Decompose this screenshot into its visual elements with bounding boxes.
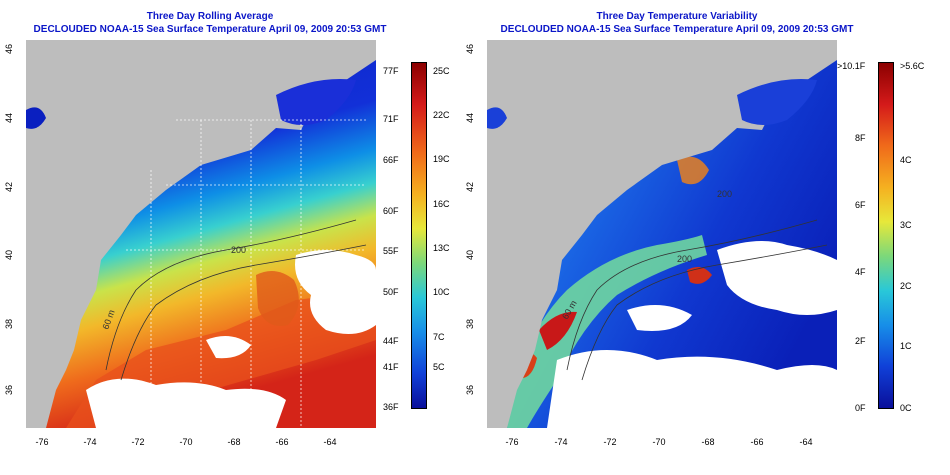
- colorbar-c-label: 5C: [433, 362, 445, 372]
- colorbar-f-label: 2F: [855, 336, 866, 346]
- x-tick: -68: [701, 437, 715, 447]
- sst-variability-panel: Three Day Temperature Variability DECLOU…: [465, 0, 950, 475]
- land-mass: [26, 40, 376, 428]
- x-tick: -66: [750, 437, 764, 447]
- lat-lon-grid: [126, 119, 366, 428]
- x-tick: -70: [179, 437, 193, 447]
- colorbar-f-label: 6F: [855, 200, 866, 210]
- x-tick: -64: [799, 437, 813, 447]
- y-tick: 36: [465, 385, 475, 396]
- x-tick: -76: [35, 437, 49, 447]
- y-tick: 40: [465, 250, 475, 261]
- colorbar-c-label: 10C: [433, 287, 450, 297]
- y-tick: 38: [465, 319, 475, 330]
- y-tick: 40: [4, 250, 14, 261]
- colorbar-f-label: >10.1F: [837, 61, 866, 71]
- moderate-variability-patch: [677, 156, 709, 185]
- colorbar-c-label: 16C: [433, 199, 450, 209]
- colorbar-c-label: 22C: [433, 110, 450, 120]
- colorbar-f-label: 8F: [855, 133, 866, 143]
- colorbar-c-label: 19C: [433, 154, 450, 164]
- sst-average-panel: Three Day Rolling Average DECLOUDED NOAA…: [4, 11, 450, 447]
- colorbar-f-label: 60F: [383, 206, 399, 216]
- y-tick: 36: [4, 385, 14, 396]
- y-tick: 44: [465, 113, 475, 124]
- gulf-of-maine: [737, 79, 817, 125]
- y-tick: 46: [4, 44, 14, 55]
- y-tick: 46: [465, 44, 475, 55]
- contour-label: 200: [231, 245, 246, 255]
- x-tick: -76: [505, 437, 519, 447]
- isobath-60m: [566, 219, 818, 371]
- colorbar-f-label: 44F: [383, 336, 399, 346]
- y-tick: 42: [465, 182, 475, 193]
- y-tick: 44: [4, 113, 14, 124]
- x-tick: -74: [554, 437, 568, 447]
- land-mass: [487, 40, 837, 428]
- y-tick: 42: [4, 182, 14, 193]
- panel-title: Three Day Rolling Average: [146, 11, 274, 22]
- colorbar-f-label: 0F: [855, 403, 866, 413]
- high-variability-patch: [539, 311, 577, 350]
- cloud-mask: [547, 350, 837, 428]
- y-tick: 38: [4, 319, 14, 330]
- x-tick: -72: [603, 437, 617, 447]
- panel-title: Three Day Temperature Variability: [596, 11, 758, 22]
- warm-eddy: [256, 271, 299, 326]
- colorbar-f-label: 50F: [383, 287, 399, 297]
- isobath-60m: [105, 219, 357, 371]
- colorbar-f-label: 41F: [383, 362, 399, 372]
- contour-label: 200: [717, 189, 732, 199]
- colorbar-f-label: 4F: [855, 267, 866, 277]
- colorbar-f-label: 71F: [383, 114, 399, 124]
- panel-subtitle: DECLOUDED NOAA-15 Sea Surface Temperatur…: [33, 24, 387, 35]
- isobath-200m: [120, 244, 367, 381]
- gulf-of-maine: [276, 79, 356, 125]
- isobath-200m: [581, 244, 828, 381]
- colorbar-f-label: 55F: [383, 246, 399, 256]
- sst-variability-map: 60 m 200 200: [487, 40, 837, 428]
- variability-colorbar: [878, 62, 894, 409]
- sst-average-map: 60 m 200: [26, 40, 376, 428]
- x-tick: -72: [131, 437, 145, 447]
- cloud-mask-small: [627, 305, 692, 331]
- colorbar-c-label: 25C: [433, 66, 450, 76]
- colorbar-c-label: >5.6C: [900, 61, 925, 71]
- colorbar-c-label: 0C: [900, 403, 912, 413]
- colorbar-c-label: 7C: [433, 332, 445, 342]
- cloud-mask: [86, 378, 286, 428]
- contour-label: 200: [677, 254, 692, 264]
- high-variability-patch: [687, 266, 712, 284]
- colorbar-f-label: 66F: [383, 155, 399, 165]
- colorbar-c-label: 1C: [900, 341, 912, 351]
- cloud-mask-east: [295, 250, 376, 334]
- colorbar-c-label: 13C: [433, 243, 450, 253]
- lake: [487, 107, 507, 129]
- sst-colorbar: [411, 62, 427, 409]
- x-tick: -66: [275, 437, 289, 447]
- colorbar-f-label: 36F: [383, 402, 399, 412]
- panel-subtitle: DECLOUDED NOAA-15 Sea Surface Temperatur…: [500, 24, 854, 35]
- x-tick: -70: [652, 437, 666, 447]
- x-tick: -74: [83, 437, 97, 447]
- x-tick: -64: [323, 437, 337, 447]
- cloud-mask-small: [206, 336, 251, 359]
- colorbar-c-label: 4C: [900, 155, 912, 165]
- colorbar-f-label: 77F: [383, 66, 399, 76]
- lake: [26, 107, 46, 129]
- colorbar-c-label: 3C: [900, 220, 912, 230]
- x-tick: -68: [227, 437, 241, 447]
- colorbar-c-label: 2C: [900, 281, 912, 291]
